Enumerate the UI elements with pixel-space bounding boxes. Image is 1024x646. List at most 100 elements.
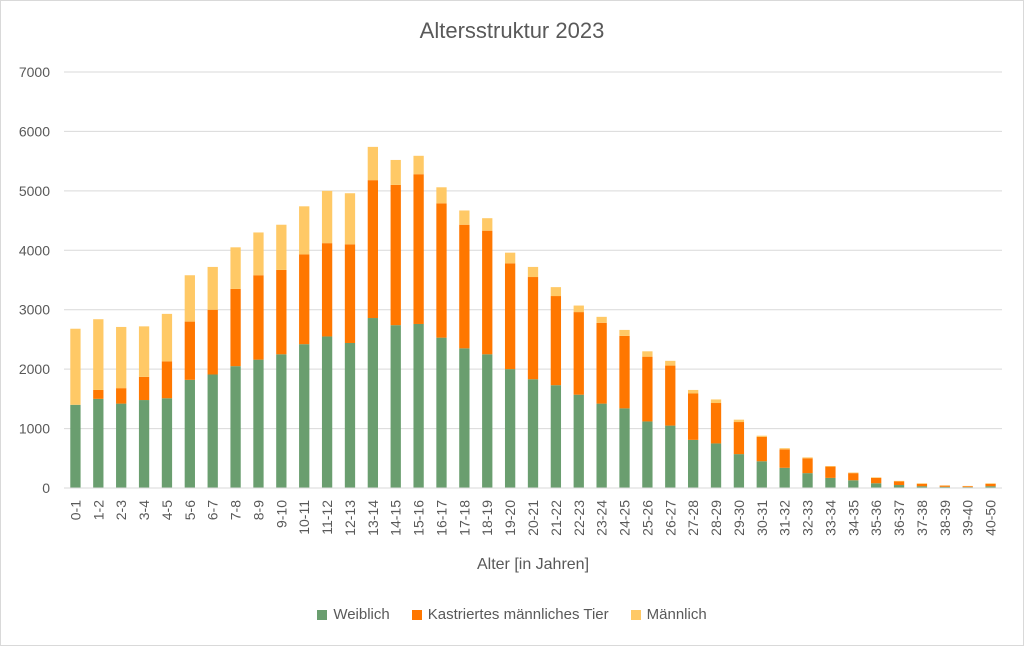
bar-segment-kastriert <box>710 403 722 444</box>
x-tick-label: 23-24 <box>594 500 610 536</box>
bar-segment-kastriert <box>436 203 447 338</box>
bar-segment-kastriert <box>939 485 950 487</box>
x-tick-label: 31-32 <box>777 500 793 536</box>
bar-segment-weiblich <box>619 408 630 488</box>
bar-segment-weiblich <box>756 461 767 488</box>
bar-segment-weiblich <box>871 483 882 488</box>
bar-segment-maennlich <box>527 266 539 278</box>
bar-segment-maennlich <box>710 399 722 404</box>
bar-segment-weiblich <box>642 421 653 488</box>
bar-segment-maennlich <box>756 435 767 437</box>
bar-segment-weiblich <box>207 374 218 488</box>
y-tick-label: 3000 <box>19 302 50 318</box>
x-tick-label: 33-34 <box>822 500 838 536</box>
bar-segment-maennlich <box>459 210 470 225</box>
bar-segment-maennlich <box>299 206 310 255</box>
bar-segment-kastriert <box>871 477 882 484</box>
bar-segment-kastriert <box>962 486 973 488</box>
x-tick-label: 15-16 <box>411 500 427 536</box>
legend-item-kastriert: Kastriertes männliches Tier <box>411 606 609 623</box>
bar-segment-maennlich <box>619 329 630 336</box>
bar-segment-maennlich <box>985 483 996 484</box>
x-tick-label: 8-9 <box>250 500 266 520</box>
x-tick-label: 12-13 <box>342 500 358 536</box>
x-tick-label: 24-25 <box>617 500 633 536</box>
bar-segment-kastriert <box>138 376 150 401</box>
bar-segment-weiblich <box>916 486 928 488</box>
bar-segment-maennlich <box>871 477 882 478</box>
bar-segment-weiblich <box>184 379 195 488</box>
x-tick-label: 25-26 <box>639 500 655 536</box>
x-tick-label: 40-50 <box>983 500 999 536</box>
bar-segment-maennlich <box>802 457 813 459</box>
bar-segment-weiblich <box>985 486 996 488</box>
x-tick-label: 11-12 <box>319 500 335 535</box>
bar-segment-kastriert <box>276 269 287 355</box>
bar-segment-weiblich <box>802 473 813 488</box>
bar-segment-weiblich <box>93 398 104 488</box>
x-tick-label: 14-15 <box>388 500 404 536</box>
bar-segment-weiblich <box>596 403 607 488</box>
x-tick-label: 22-23 <box>571 500 587 536</box>
bar-segment-weiblich <box>161 398 173 488</box>
bar-segment-maennlich <box>70 328 81 405</box>
x-tick-label: 27-28 <box>685 500 701 536</box>
bar-segment-weiblich <box>504 369 516 488</box>
x-tick-label: 16-17 <box>433 500 449 536</box>
bar-segment-maennlich <box>436 187 447 204</box>
y-tick-label: 2000 <box>19 361 50 377</box>
bar-segment-weiblich <box>344 342 356 488</box>
x-tick-label: 1-2 <box>90 500 106 520</box>
bar-segment-kastriert <box>390 184 401 326</box>
bar-segment-maennlich <box>390 159 401 185</box>
bar-segment-maennlich <box>344 193 356 245</box>
x-tick-label: 18-19 <box>479 500 495 536</box>
legend-swatch-maennlich <box>630 609 641 620</box>
bar-segment-kastriert <box>802 458 813 474</box>
y-tick-label: 5000 <box>19 183 50 199</box>
x-axis-label: Alter [in Jahren] <box>476 556 590 573</box>
bar-segment-kastriert <box>756 436 767 462</box>
x-tick-label: 39-40 <box>960 500 976 536</box>
bar-segment-weiblich <box>253 359 264 488</box>
bar-segment-weiblich <box>390 325 401 488</box>
bar-segment-kastriert <box>916 483 928 487</box>
bar-segment-kastriert <box>413 174 424 324</box>
legend-label-maennlich: Männlich <box>646 606 707 623</box>
x-tick-label: 34-35 <box>845 500 861 536</box>
bar-segment-maennlich <box>138 326 150 377</box>
bar-segment-maennlich <box>916 483 928 484</box>
x-tick-label: 35-36 <box>868 500 884 536</box>
bar-segment-maennlich <box>321 190 333 244</box>
x-tick-label: 3-4 <box>136 500 152 520</box>
bar-segment-kastriert <box>207 309 218 375</box>
bar-segment-maennlich <box>733 419 745 423</box>
bar-segment-weiblich <box>665 425 676 488</box>
bar-segment-maennlich <box>596 316 607 323</box>
bar-segment-maennlich <box>893 480 905 482</box>
x-tick-label: 4-5 <box>159 500 175 520</box>
bar-segment-kastriert <box>596 322 607 404</box>
bar-segment-maennlich <box>93 319 104 390</box>
bar-segment-kastriert <box>321 243 333 337</box>
x-tick-label: 29-30 <box>731 500 747 536</box>
x-tick-label: 28-29 <box>708 500 724 536</box>
bar-segment-kastriert <box>116 388 127 404</box>
bar-segment-weiblich <box>276 354 287 488</box>
bar-segment-weiblich <box>436 337 447 488</box>
x-tick-label: 36-37 <box>891 500 907 536</box>
bar-segment-weiblich <box>413 323 424 488</box>
y-tick-label: 4000 <box>19 242 50 258</box>
x-tick-label: 32-33 <box>800 500 816 536</box>
bar-segment-weiblich <box>70 404 81 488</box>
x-tick-label: 2-3 <box>113 500 129 520</box>
bar-segment-weiblich <box>299 344 310 488</box>
bar-segment-kastriert <box>459 224 470 349</box>
bar-segment-kastriert <box>733 422 745 455</box>
bar-segment-maennlich <box>779 448 790 450</box>
bar-segment-maennlich <box>642 351 653 357</box>
x-tick-label: 19-20 <box>502 500 518 536</box>
legend-item-weiblich: Weiblich <box>317 606 390 623</box>
bar-segment-kastriert <box>253 275 264 360</box>
bar-segment-kastriert <box>825 466 836 478</box>
